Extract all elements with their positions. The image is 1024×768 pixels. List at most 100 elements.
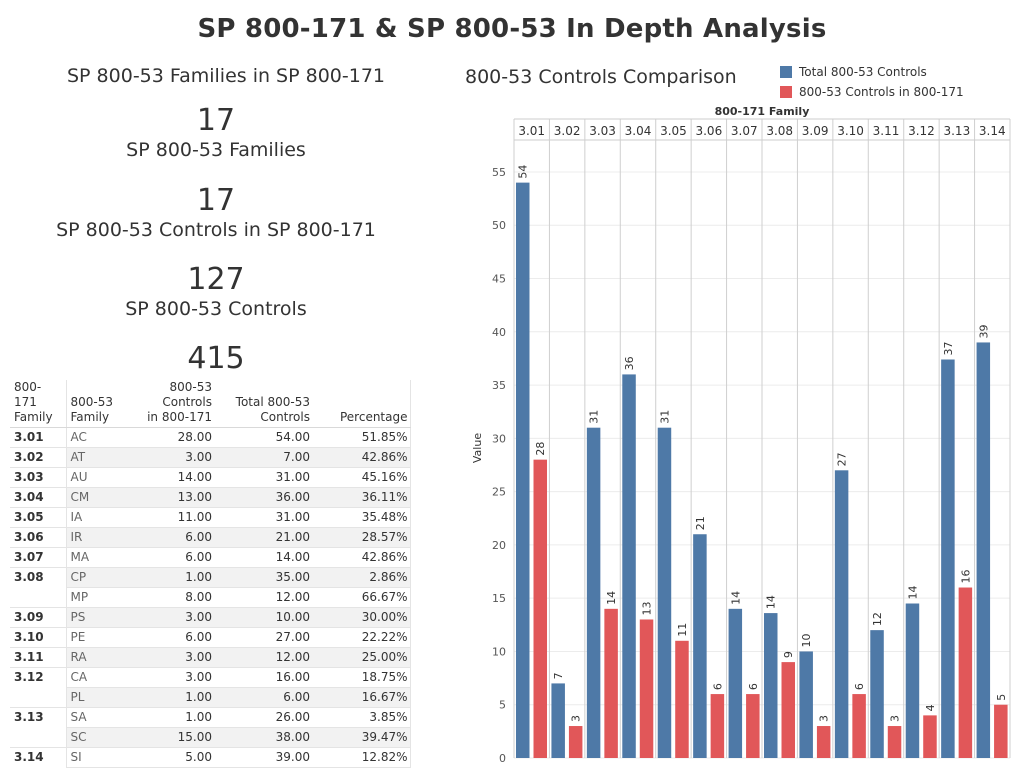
cell-total-controls: 27.00 bbox=[214, 627, 312, 648]
cell-controls-in-171: 3.00 bbox=[116, 667, 214, 688]
table-row: 3.08 CP 1.00 35.00 2.86% bbox=[10, 567, 411, 588]
cell-total-controls: 26.00 bbox=[214, 707, 312, 728]
cell-total-controls: 14.00 bbox=[214, 547, 312, 568]
cell-53-family: PL bbox=[65, 687, 116, 708]
bar-controls-in-171 bbox=[994, 704, 1008, 758]
cell-53-family: CM bbox=[65, 487, 116, 508]
y-tick-label: 15 bbox=[492, 592, 506, 605]
cell-53-family: MP bbox=[65, 587, 116, 608]
cell-controls-in-171: 6.00 bbox=[116, 527, 214, 548]
bar-total-controls bbox=[693, 534, 707, 758]
x-category-label: 3.02 bbox=[554, 124, 581, 138]
bar-total-controls-label: 14 bbox=[729, 591, 742, 605]
cell-53-family: AT bbox=[65, 447, 116, 468]
legend-item-in-171: 800-53 Controls in 800-171 bbox=[780, 82, 964, 102]
y-axis-title: Value bbox=[471, 433, 484, 463]
cell-53-family: SC bbox=[65, 727, 116, 748]
cell-percentage: 36.11% bbox=[312, 487, 411, 508]
kpi-controls-label: SP 800-53 Controls bbox=[125, 298, 307, 320]
x-category-label: 3.11 bbox=[873, 124, 900, 138]
x-category-label: 3.08 bbox=[766, 124, 793, 138]
x-category-label: 3.09 bbox=[802, 124, 829, 138]
bar-total-controls bbox=[551, 683, 565, 758]
cell-controls-in-171: 5.00 bbox=[116, 747, 214, 768]
cell-controls-in-171: 1.00 bbox=[116, 707, 214, 728]
kpi-controls-in-171: 17 SP 800-53 Controls in SP 800-171 bbox=[0, 184, 432, 242]
bar-total-controls-label: 12 bbox=[871, 612, 884, 626]
bar-controls-in-171-label: 3 bbox=[889, 715, 902, 722]
legend-label-total: Total 800-53 Controls bbox=[799, 65, 927, 79]
y-tick-label: 50 bbox=[492, 219, 506, 232]
cell-171-family: 3.04 bbox=[10, 487, 66, 508]
cell-percentage: 66.67% bbox=[312, 587, 411, 608]
cell-percentage: 30.00% bbox=[312, 607, 411, 628]
bar-controls-in-171-label: 6 bbox=[711, 683, 724, 690]
bar-total-controls-label: 7 bbox=[552, 672, 565, 679]
cell-total-controls: 39.00 bbox=[214, 747, 312, 768]
cell-total-controls: 35.00 bbox=[214, 567, 312, 588]
bar-total-controls-label: 36 bbox=[623, 356, 636, 370]
y-tick-label: 25 bbox=[492, 486, 506, 499]
cell-53-family: CA bbox=[65, 667, 116, 688]
bar-controls-in-171-label: 6 bbox=[853, 683, 866, 690]
table-row: 3.09 PS 3.00 10.00 30.00% bbox=[10, 607, 411, 628]
cell-controls-in-171: 1.00 bbox=[116, 567, 214, 588]
cell-total-controls: 12.00 bbox=[214, 647, 312, 668]
cell-total-controls: 21.00 bbox=[214, 527, 312, 548]
bar-total-controls-label: 10 bbox=[800, 633, 813, 647]
kpi-controls: 127 SP 800-53 Controls bbox=[0, 263, 432, 321]
cell-53-family: IA bbox=[65, 507, 116, 528]
cell-percentage: 42.86% bbox=[312, 447, 411, 468]
cell-percentage: 25.00% bbox=[312, 647, 411, 668]
cell-controls-in-171: 8.00 bbox=[116, 587, 214, 608]
bar-controls-in-171-label: 4 bbox=[924, 704, 937, 711]
cell-171-family: 3.09 bbox=[10, 607, 66, 628]
x-category-label: 3.07 bbox=[731, 124, 758, 138]
table-row: 3.12 CA 3.00 16.00 18.75% bbox=[10, 667, 411, 688]
cell-53-family: SA bbox=[65, 707, 116, 728]
header-total-controls: Total 800-53 Controls bbox=[214, 380, 312, 428]
table-row: 3.07 MA 6.00 14.00 42.86% bbox=[10, 547, 411, 568]
y-tick-label: 35 bbox=[492, 379, 506, 392]
legend-item-total: Total 800-53 Controls bbox=[780, 62, 964, 82]
cell-total-controls: 12.00 bbox=[214, 587, 312, 608]
cell-53-family: PS bbox=[65, 607, 116, 628]
table-body: 3.01 AC 28.00 54.00 51.85% 3.02 AT 3.00 7.00 42.8… bbox=[10, 427, 411, 768]
cell-total-controls: 7.00 bbox=[214, 447, 312, 468]
cell-171-family: 3.06 bbox=[10, 527, 66, 548]
cell-53-family: RA bbox=[65, 647, 116, 668]
cell-percentage: 42.86% bbox=[312, 547, 411, 568]
bar-total-controls bbox=[657, 427, 672, 758]
y-tick-label: 45 bbox=[492, 273, 506, 286]
cell-controls-in-171: 3.00 bbox=[116, 607, 214, 628]
cell-percentage: 35.48% bbox=[312, 507, 411, 528]
cell-percentage: 39.47% bbox=[312, 727, 411, 748]
kpi-controls-value: 127 bbox=[187, 262, 245, 297]
cell-total-controls: 31.00 bbox=[214, 507, 312, 528]
cell-171-family: 3.07 bbox=[10, 547, 66, 568]
bar-total-controls bbox=[622, 374, 636, 758]
bar-controls-in-171 bbox=[887, 726, 902, 758]
kpi-total-value: 415 bbox=[187, 341, 245, 376]
table-row: 3.01 AC 28.00 54.00 51.85% bbox=[10, 427, 411, 448]
table-row: 3.05 IA 11.00 31.00 35.48% bbox=[10, 507, 411, 528]
bar-total-controls-label: 14 bbox=[765, 595, 778, 609]
cell-total-controls: 6.00 bbox=[214, 687, 312, 708]
dashboard-title: SP 800-171 & SP 800-53 In Depth Analysis bbox=[197, 14, 827, 44]
bar-controls-in-171-label: 9 bbox=[782, 651, 795, 658]
table-row: 3.06 IR 6.00 21.00 28.57% bbox=[10, 527, 411, 548]
bar-controls-in-171 bbox=[852, 694, 866, 758]
header-percentage: Percentage bbox=[312, 380, 411, 428]
cell-171-family: 3.11 bbox=[10, 647, 66, 668]
cell-171-family: 3.02 bbox=[10, 447, 66, 468]
cell-171-family: 3.05 bbox=[10, 507, 66, 528]
bar-controls-in-171-label: 5 bbox=[995, 694, 1008, 701]
cell-171-family: 3.01 bbox=[10, 427, 66, 448]
cell-percentage: 16.67% bbox=[312, 687, 411, 708]
bar-total-controls bbox=[764, 613, 778, 758]
controls-table: 800-171 Family 800-53 Family 800-53 Contro… bbox=[10, 380, 411, 768]
bar-controls-in-171-label: 6 bbox=[747, 683, 760, 690]
bar-controls-in-171 bbox=[533, 459, 547, 758]
legend-swatch-total bbox=[780, 66, 792, 78]
x-category-label: 3.12 bbox=[908, 124, 935, 138]
